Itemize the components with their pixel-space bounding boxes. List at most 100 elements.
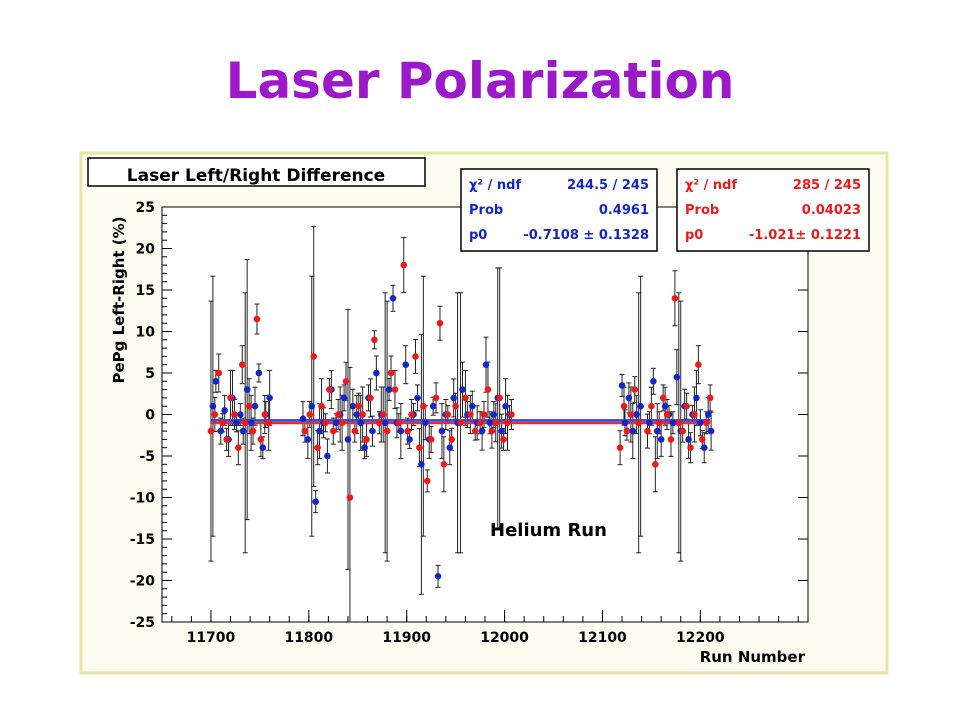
red-data-point [698,436,706,443]
stats-label: p0 [685,228,703,243]
red-data-point [504,419,511,427]
y-tick-label: -20 [130,574,156,590]
stats-box-1 [460,168,658,252]
blue-data-point [357,419,364,427]
red-data-point [253,315,261,323]
red-data-point [314,444,321,452]
red-data-point [310,353,318,360]
blue-data-point [402,361,410,369]
red-data-point [436,319,444,327]
helium-run-annotation: Helium Run [490,520,607,541]
y-tick-label: -10 [130,491,156,507]
red-data-point [257,436,265,443]
blue-data-point [468,402,476,410]
red-data-point [631,386,639,393]
red-data-point [706,394,714,402]
red-data-point [687,444,694,452]
blue-data-point [251,402,259,410]
blue-data-point [421,419,429,427]
red-data-point [671,295,679,302]
blue-data-point [385,386,393,393]
red-data-point [322,419,329,427]
blue-data-point [299,415,307,422]
blue-data-point [414,394,421,402]
stats-label: χ² / ndf [469,178,521,193]
red-data-point [245,402,253,410]
blue-data-point [259,444,267,452]
red-data-point [241,419,249,427]
blue-data-point [381,419,389,427]
blue-data-point [700,444,708,452]
blue-data-point [429,402,437,410]
stats-box-2 [676,168,870,252]
y-tick-label: -5 [139,449,155,465]
blue-data-point [349,402,357,410]
stats-value: -1.021± 0.1221 [749,228,861,243]
red-data-point [231,411,238,418]
blue-data-point [673,373,681,381]
blue-data-point [459,386,466,393]
red-data-point [359,411,366,418]
red-data-point [471,427,479,435]
red-data-point [452,402,459,410]
blue-data-point [486,419,494,427]
red-data-point [492,419,500,427]
blue-data-point [324,452,331,460]
slide-title: Laser Polarization [225,52,735,110]
blue-data-point [498,427,505,435]
blue-data-point [304,436,312,443]
red-data-point [387,369,395,377]
x-tick-label: 12200 [676,630,725,646]
red-data-point [249,427,257,435]
y-tick-label: 20 [136,242,156,258]
red-data-point [215,369,223,377]
red-data-point [616,444,624,452]
stats-label: p0 [469,228,487,243]
stats-value: 285 / 245 [793,178,861,193]
blue-data-point [621,419,629,427]
red-data-point [223,436,230,443]
blue-data-point [637,402,644,410]
stats-label: χ² / ndf [685,178,737,193]
y-tick-label: 5 [145,366,155,382]
red-data-point [412,353,419,360]
blue-data-point [446,444,454,452]
blue-data-point [625,394,633,402]
red-data-point [391,386,399,393]
blue-data-point [353,411,361,418]
stats-label: Prob [685,203,719,218]
blue-data-point [650,378,657,385]
blue-data-point [482,361,490,369]
red-data-point [448,436,456,443]
blue-data-point [243,386,251,393]
red-data-point [702,419,710,427]
red-data-point [367,394,374,402]
blue-data-point [693,394,700,402]
blue-data-point [217,427,225,435]
y-tick-label: 0 [145,408,155,424]
blue-data-point [434,573,442,580]
blue-data-point [657,436,665,443]
red-data-point [355,402,363,410]
blue-data-point [209,402,217,410]
blue-data-point [247,419,255,427]
red-data-point [683,402,690,410]
blue-data-point [239,427,247,435]
red-data-point [261,411,269,418]
red-data-point [488,427,496,435]
blue-data-point [212,378,220,385]
red-data-point [659,394,667,402]
red-data-point [423,477,431,485]
blue-data-point [707,427,715,435]
blue-data-point [266,394,273,402]
red-data-point [467,411,474,418]
y-tick-label: 10 [136,325,156,341]
x-tick-label: 11800 [284,630,333,646]
chart-title: Laser Left/Right Difference [127,166,385,186]
red-data-point [500,436,507,443]
blue-data-point [438,427,446,435]
y-tick-label: -25 [130,615,155,631]
blue-data-point [669,419,677,427]
red-data-point [691,411,698,418]
